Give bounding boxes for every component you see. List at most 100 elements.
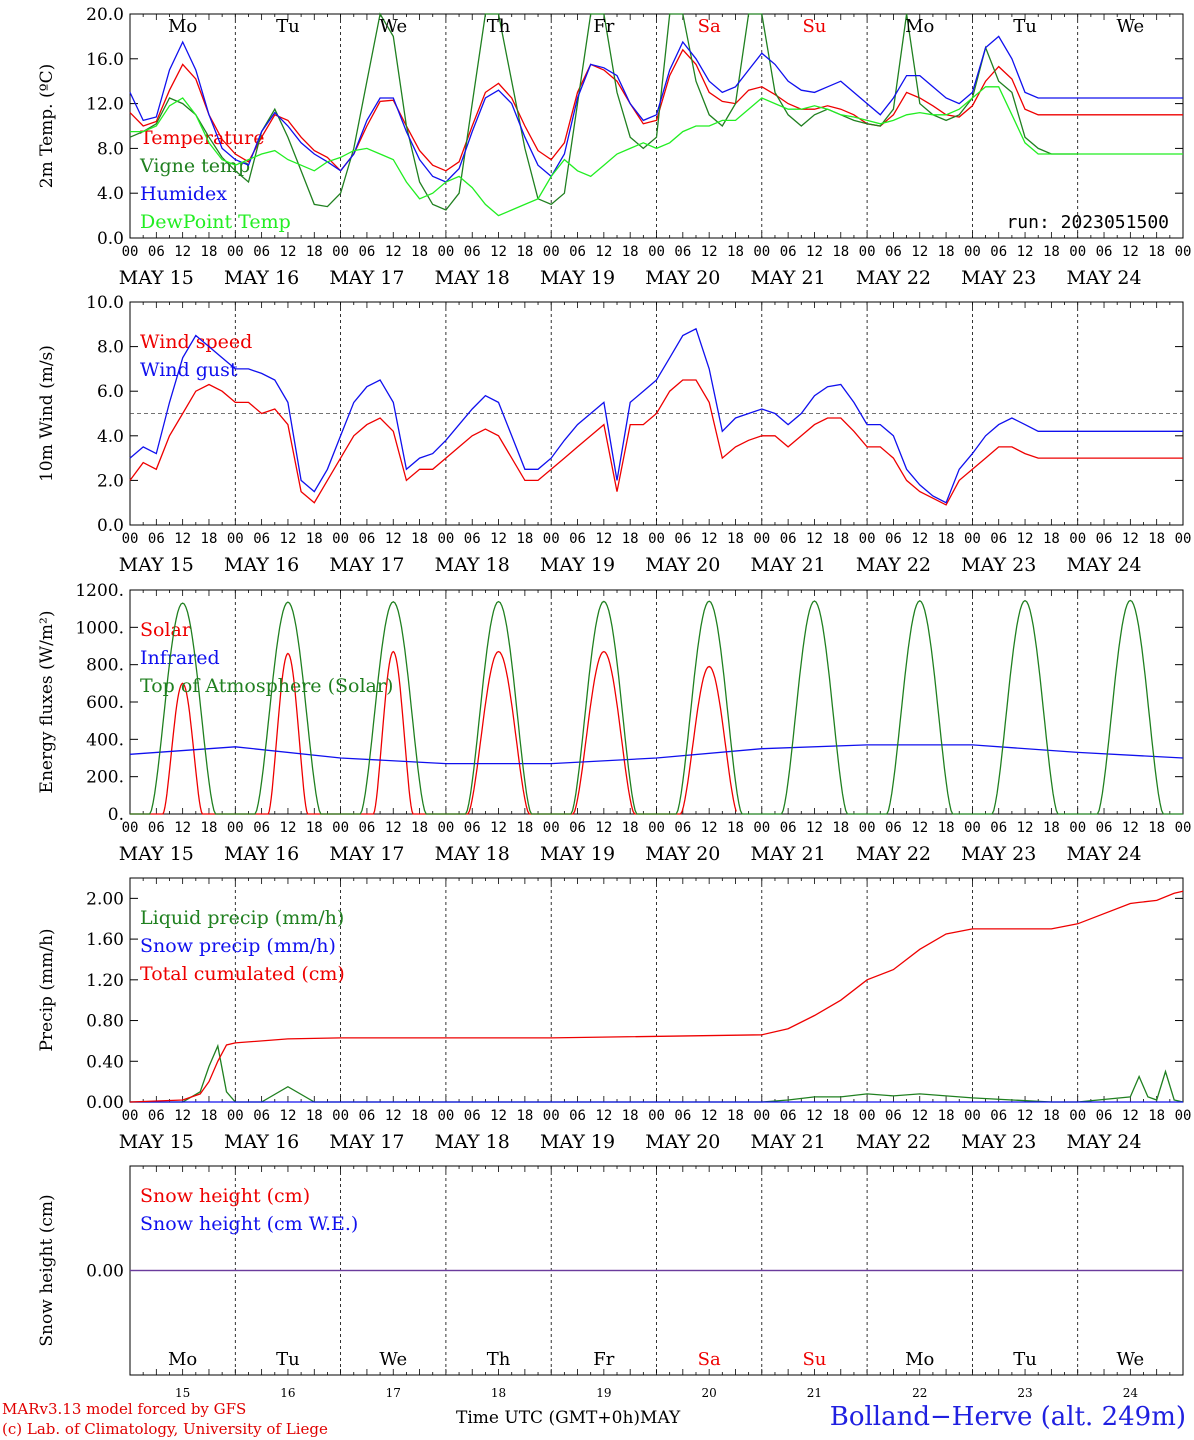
x-date-label: MAY 23 [961,267,1036,289]
x-hour-label: 06 [358,1108,375,1124]
y-tick-label: 6.0 [97,382,124,402]
x-hour-label: 06 [148,531,165,547]
day-number-label: 23 [1017,1386,1032,1400]
x-date-label: MAY 16 [224,267,299,289]
x-hour-label: 12 [701,820,718,836]
x-hour-label: 18 [306,244,323,260]
x-date-label: MAY 20 [645,267,720,289]
x-hour-label: 18 [411,531,428,547]
x-hour-label: 12 [280,531,297,547]
x-hour-label: 06 [253,1108,270,1124]
weekday-label: Tu [1013,1349,1037,1370]
x-hour-label: 12 [806,531,823,547]
x-hour-label: 18 [832,531,849,547]
station-name: Bolland−Herve (alt. 249m) [829,1402,1186,1432]
x-hour-label: 00 [1175,1108,1192,1124]
x-date-label: MAY 24 [1066,267,1141,289]
x-date-label: MAY 19 [540,843,615,865]
y-axis-label: 2m Temp. (ºC) [37,64,57,189]
x-hour-label: 00 [859,820,876,836]
y-tick-label: 1.20 [86,971,124,991]
x-hour-label: 00 [122,244,139,260]
x-hour-label: 06 [674,244,691,260]
x-hour-label: 12 [385,244,402,260]
y-axis-label: Snow height (cm) [37,1194,57,1346]
series-line-total-cumulated-cm- [129,890,1184,1103]
x-hour-label: 06 [569,820,586,836]
x-hour-label: 18 [201,244,218,260]
x-hour-label: 18 [411,1108,428,1124]
x-hour-label: 12 [1122,531,1139,547]
x-hour-label: 06 [148,1108,165,1124]
day-number-label: 17 [386,1386,401,1400]
x-hour-label: 12 [595,820,612,836]
x-hour-label: 12 [174,244,191,260]
x-hour-label: 18 [516,531,533,547]
x-hour-label: 06 [885,1108,902,1124]
y-tick-label: 20.0 [86,5,124,25]
x-hour-label: 00 [437,244,454,260]
x-date-label: MAY 21 [751,554,826,576]
x-hour-label: 06 [358,820,375,836]
series-line-wind-gust [129,327,1183,504]
x-hour-label: 12 [280,244,297,260]
x-hour-label: 18 [411,820,428,836]
x-hour-label: 12 [1122,244,1139,260]
weekday-label: We [1117,1349,1145,1370]
x-date-label: MAY 17 [329,554,404,576]
y-tick-label: 0.40 [86,1052,124,1072]
model-credit: MARv3.13 model forced by GFS [2,1400,247,1418]
x-hour-label: 18 [938,244,955,260]
x-date-label: MAY 24 [1066,1131,1141,1153]
weekday-label: Su [802,16,826,37]
y-tick-label: 2.0 [97,471,124,491]
x-hour-label: 00 [332,1108,349,1124]
legend-entry: Snow height (cm) [140,1185,310,1207]
x-hour-label: 18 [306,820,323,836]
x-date-label: MAY 15 [119,843,194,865]
x-hour-label: 00 [227,1108,244,1124]
x-hour-label: 00 [332,531,349,547]
time-axis-label: Time UTC (GMT+0h)MAY [456,1408,680,1428]
x-hour-label: 06 [990,820,1007,836]
x-hour-label: 12 [595,1108,612,1124]
y-tick-label: 400. [86,730,124,750]
y-axis-label: 10m Wind (m/s) [37,345,57,482]
x-hour-label: 06 [780,244,797,260]
x-date-label: MAY 18 [435,267,510,289]
x-hour-label: 06 [1096,1108,1113,1124]
weekday-label: Th [487,1349,511,1370]
x-date-label: MAY 18 [435,843,510,865]
month-label: MAY [640,1408,681,1428]
x-hour-label: 06 [674,820,691,836]
series-line-liquid-precip-mm-h- [130,1043,1184,1103]
x-hour-label: 06 [253,531,270,547]
x-hour-label: 18 [1148,1108,1165,1124]
x-hour-label: 06 [780,1108,797,1124]
y-tick-label: 0.00 [86,1262,124,1282]
x-date-label: MAY 17 [329,843,404,865]
x-date-label: MAY 22 [856,267,931,289]
x-date-label: MAY 22 [856,843,931,865]
x-hour-label: 06 [990,1108,1007,1124]
x-hour-label: 00 [859,244,876,260]
x-hour-label: 00 [543,820,560,836]
x-hour-label: 12 [174,531,191,547]
x-hour-label: 18 [201,820,218,836]
x-hour-label: 00 [543,1108,560,1124]
x-hour-label: 18 [1148,244,1165,260]
y-tick-label: 0.00 [86,1093,124,1113]
x-date-label: MAY 15 [119,1131,194,1153]
y-tick-label: 0.0 [97,229,124,249]
x-date-label: MAY 22 [856,1131,931,1153]
x-hour-label: 00 [1175,244,1192,260]
x-hour-label: 00 [332,820,349,836]
x-hour-label: 18 [306,531,323,547]
legend-entry: Wind gust [140,359,238,381]
series-line-humidex [129,35,1183,183]
x-date-label: MAY 23 [961,843,1036,865]
x-date-label: MAY 16 [224,554,299,576]
x-hour-label: 06 [885,531,902,547]
x-hour-label: 18 [727,1108,744,1124]
x-hour-label: 00 [122,1108,139,1124]
